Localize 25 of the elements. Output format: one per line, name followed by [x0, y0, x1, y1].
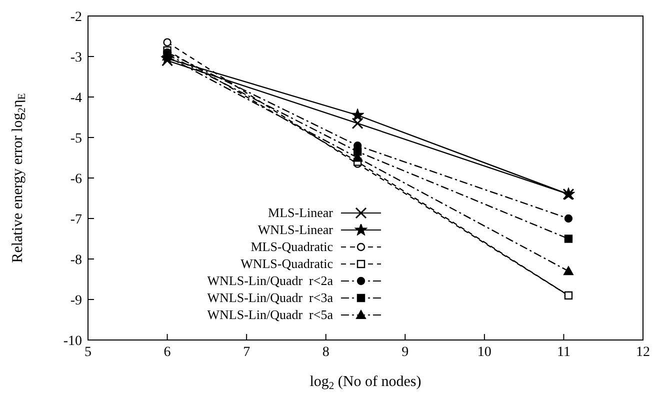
y-tick-label: -10: [63, 334, 82, 349]
legend-label: WNLS-Lin/Quadr r<5a: [207, 306, 333, 323]
y-tick-label: -7: [70, 212, 82, 228]
x-tick-label: 11: [556, 344, 570, 360]
x-tick-label: 5: [84, 344, 92, 360]
x-tick-label: 6: [164, 344, 171, 360]
y-tick-label: -8: [70, 252, 82, 268]
y-tick-label: -6: [70, 172, 82, 187]
legend-label: WNLS-Quadratic: [240, 255, 333, 272]
legend-label: WNLS-Linear: [258, 221, 333, 238]
y-tick-label: -5: [70, 131, 82, 146]
legend-label: MLS-Linear: [268, 204, 333, 221]
x-tick-label: 12: [636, 344, 650, 360]
y-tick-label: -4: [70, 90, 82, 106]
legend-label: WNLS-Lin/Quadr r<2a: [207, 272, 333, 289]
y-tick-label: -3: [70, 50, 82, 66]
legend-label: WNLS-Lin/Quadr r<3a: [207, 289, 333, 306]
y-tick-label: -2: [70, 10, 82, 25]
x-axis-title: log$_{2}$ (No of nodes): [310, 374, 422, 392]
x-tick-label: 7: [243, 344, 250, 360]
legend-label: MLS-Quadratic: [250, 238, 333, 255]
x-tick-label: 8: [322, 344, 330, 360]
x-tick-label: 9: [402, 344, 409, 360]
y-tick-label: -9: [70, 293, 82, 308]
x-tick-label: 10: [477, 344, 492, 360]
